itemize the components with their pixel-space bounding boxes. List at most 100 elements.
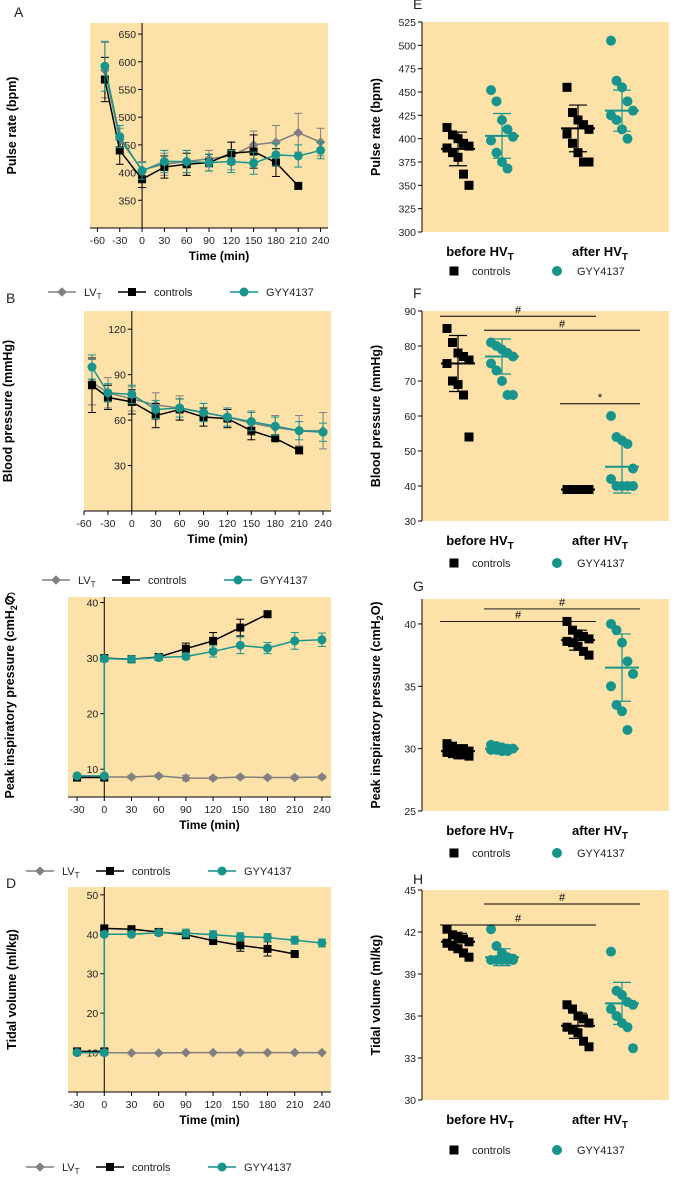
data-point-gyy (486, 135, 496, 146)
data-point-gyy (617, 706, 627, 717)
y-axis-label-text: Peak inspiratory pressure (cmH (3, 610, 17, 798)
data-point-controls (271, 434, 280, 443)
plot-background (422, 22, 669, 232)
x-tick-label: -30 (69, 1099, 84, 1111)
data-point-controls (562, 636, 572, 646)
y-tick-label: 475 (398, 64, 416, 76)
data-point-controls (562, 1022, 572, 1032)
data-point-gyy (115, 132, 125, 142)
data-point-gyy (622, 96, 633, 107)
data-point-gyy (204, 158, 214, 168)
x-tick-label: 30 (126, 1099, 138, 1111)
data-point-gyy (271, 150, 281, 160)
data-point-controls (115, 146, 124, 155)
y-tick-label: 30 (87, 969, 99, 981)
y-axis-label-f: Blood pressure (mmHg) (369, 345, 383, 487)
y-tick-label: 30 (404, 1095, 416, 1107)
x-tick-label: 210 (286, 804, 304, 816)
x-tick-label: 240 (313, 804, 331, 816)
data-point-controls (448, 941, 457, 951)
data-point-controls (295, 446, 304, 455)
data-point-gyy (611, 75, 622, 86)
y-tick-label: 425 (398, 110, 416, 122)
x-tick-label: -30 (100, 518, 115, 530)
data-point-gyy (181, 928, 191, 938)
data-point-gyy (87, 362, 97, 372)
data-point-gyy (622, 1022, 633, 1033)
group-label-before: before HVT (446, 533, 514, 552)
x-tick-label: 210 (289, 235, 307, 247)
x-tick-label: 180 (267, 235, 285, 247)
x-axis-label: Time (min) (179, 1113, 239, 1127)
data-point-gyy (72, 1048, 82, 1058)
group-label-after: after HVT (572, 823, 628, 842)
data-point-gyy (99, 654, 109, 664)
data-point-controls (127, 925, 136, 934)
legend-marker-controls (106, 1163, 114, 1171)
data-point-gyy (606, 681, 616, 692)
y-axis-label-tail: O) (369, 601, 383, 615)
significance-label: # (515, 304, 522, 316)
y-axis-label-text: Peak inspiratory pressure (cmH (369, 620, 383, 808)
y-tick-label: 40 (87, 929, 99, 941)
x-tick-label: 150 (245, 235, 263, 247)
x-tick-label: 90 (198, 518, 210, 530)
data-point-controls (568, 138, 577, 148)
legend-marker-controls (449, 266, 459, 276)
data-point-controls (584, 157, 594, 167)
legend-label-controls: controls (132, 1162, 171, 1174)
panel-c: C -30 0 30 60 90 120 150 180 210 240 10 20 30 40 Time (… (6, 589, 331, 832)
x-tick-label: 150 (232, 1099, 250, 1111)
y-tick-label: 50 (404, 446, 416, 458)
panel-label-h: H (413, 871, 423, 887)
data-point-controls (584, 1042, 594, 1052)
data-point-controls (464, 355, 474, 365)
legend-d: LVT controls GYY4137 (26, 1162, 292, 1176)
data-point-controls (579, 120, 588, 130)
data-point-gyy (137, 166, 147, 176)
y-tick-label: 35 (404, 681, 416, 693)
legend-a: LVT controls GYY4137 (48, 287, 314, 301)
x-tick-label: 60 (181, 235, 193, 247)
data-point-controls (568, 1004, 577, 1014)
significance-label: # (559, 892, 566, 904)
data-point-lvt (262, 772, 273, 783)
data-point-controls (584, 650, 594, 660)
panel-label-e: E (413, 0, 422, 12)
y-tick-label: 650 (119, 29, 137, 41)
series-line-controls (91, 384, 300, 452)
data-point-controls (459, 934, 468, 944)
panel-d: D -30 0 30 60 90 120 150 180 210 240 10 20 30 40 50 Time… (6, 875, 331, 1127)
data-point-gyy (611, 115, 622, 125)
y-tick-label: 450 (398, 87, 416, 99)
legend-marker-controls (122, 576, 130, 584)
x-tick-label: 180 (266, 518, 284, 530)
data-point-controls (100, 924, 109, 933)
y-tick-label: 20 (87, 1008, 99, 1020)
y-axis-label-tail: O (3, 595, 17, 605)
data-point-controls (294, 181, 303, 190)
significance-label: # (515, 609, 522, 621)
legend-marker-gyy (552, 558, 562, 568)
y-axis-label-sub: 2 (9, 605, 19, 610)
data-point-gyy (622, 656, 633, 667)
legend-sub: T (75, 871, 80, 880)
y-axis-label-text: Pulse rate (bpm) (369, 78, 383, 176)
group-label-text: before HV (446, 823, 508, 838)
data-point-gyy (491, 147, 502, 158)
data-point-gyy (293, 151, 303, 161)
group-label-before: before HVT (446, 244, 514, 263)
significance-label: * (598, 392, 603, 404)
x-tick-label: 150 (232, 804, 250, 816)
data-point-controls (442, 739, 452, 749)
data-point-gyy (126, 654, 136, 664)
y-tick-label: 40 (404, 619, 416, 631)
data-point-controls (448, 749, 457, 759)
data-point-controls (562, 129, 572, 139)
legend-marker-lvt (51, 575, 61, 585)
data-point-controls (568, 638, 577, 648)
x-axis-label: Time (min) (189, 249, 249, 263)
data-point-controls (448, 741, 457, 751)
data-point-controls (459, 390, 468, 400)
